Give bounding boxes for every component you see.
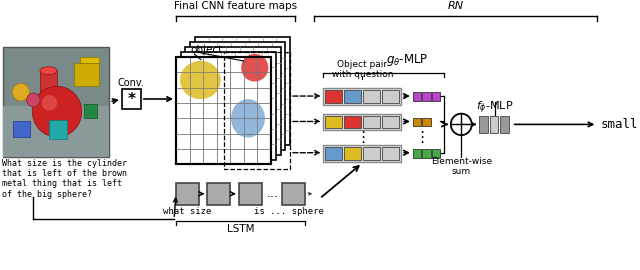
Bar: [500, 116, 509, 133]
Bar: [413, 117, 421, 126]
Bar: [323, 114, 401, 130]
Bar: [3, 47, 109, 157]
Bar: [122, 89, 141, 109]
Ellipse shape: [40, 67, 57, 75]
Bar: [176, 57, 271, 164]
Bar: [282, 183, 305, 205]
Bar: [176, 183, 199, 205]
Text: Element-wise
sum: Element-wise sum: [431, 157, 492, 176]
Bar: [479, 116, 488, 133]
Bar: [40, 71, 57, 116]
Ellipse shape: [180, 61, 221, 99]
Text: $g_\theta$-MLP: $g_\theta$-MLP: [387, 52, 429, 68]
Text: $f_\phi$-MLP: $f_\phi$-MLP: [476, 100, 513, 116]
Text: Conv.: Conv.: [118, 78, 145, 88]
Text: Final CNN feature maps: Final CNN feature maps: [174, 1, 297, 11]
Bar: [325, 116, 342, 128]
Bar: [344, 90, 362, 103]
Bar: [382, 147, 399, 160]
Bar: [364, 116, 380, 128]
Bar: [176, 57, 271, 164]
Bar: [344, 147, 362, 160]
Text: ...: ...: [267, 187, 279, 200]
Text: ⋮: ⋮: [355, 130, 370, 145]
Bar: [49, 120, 67, 139]
Text: *: *: [127, 92, 135, 107]
Bar: [413, 149, 421, 158]
Bar: [74, 63, 99, 86]
Text: object: object: [190, 45, 223, 55]
Bar: [239, 183, 262, 205]
Text: ⋮: ⋮: [413, 130, 429, 145]
Bar: [323, 145, 401, 161]
Bar: [364, 147, 380, 160]
Circle shape: [27, 93, 40, 107]
Text: small: small: [601, 118, 639, 131]
Bar: [207, 183, 230, 205]
Bar: [223, 52, 290, 169]
Bar: [190, 42, 285, 150]
Text: is ... sphere: is ... sphere: [254, 207, 324, 216]
Circle shape: [12, 83, 29, 101]
Text: Object pair
with question: Object pair with question: [332, 60, 393, 79]
Bar: [323, 88, 401, 105]
Circle shape: [451, 114, 472, 135]
Bar: [195, 38, 290, 145]
Ellipse shape: [231, 99, 265, 138]
Bar: [3, 106, 109, 157]
Bar: [80, 57, 99, 63]
Circle shape: [33, 86, 82, 137]
Bar: [186, 47, 280, 155]
Text: RN: RN: [447, 1, 463, 11]
Bar: [422, 149, 431, 158]
Bar: [490, 116, 499, 133]
Bar: [432, 149, 440, 158]
Bar: [344, 116, 362, 128]
Bar: [382, 90, 399, 103]
Bar: [325, 147, 342, 160]
Bar: [382, 116, 399, 128]
Bar: [364, 90, 380, 103]
Bar: [325, 90, 342, 103]
Bar: [422, 92, 431, 101]
Bar: [413, 92, 421, 101]
Bar: [13, 122, 31, 137]
Bar: [180, 52, 276, 160]
Text: LSTM: LSTM: [227, 224, 254, 234]
Ellipse shape: [241, 54, 268, 82]
Text: what size: what size: [163, 207, 212, 216]
Bar: [422, 117, 431, 126]
Circle shape: [42, 95, 57, 111]
Text: What size is the cylinder
that is left of the brown
metal thing that is left
of : What size is the cylinder that is left o…: [2, 158, 127, 199]
Bar: [432, 92, 440, 101]
Bar: [84, 104, 97, 117]
